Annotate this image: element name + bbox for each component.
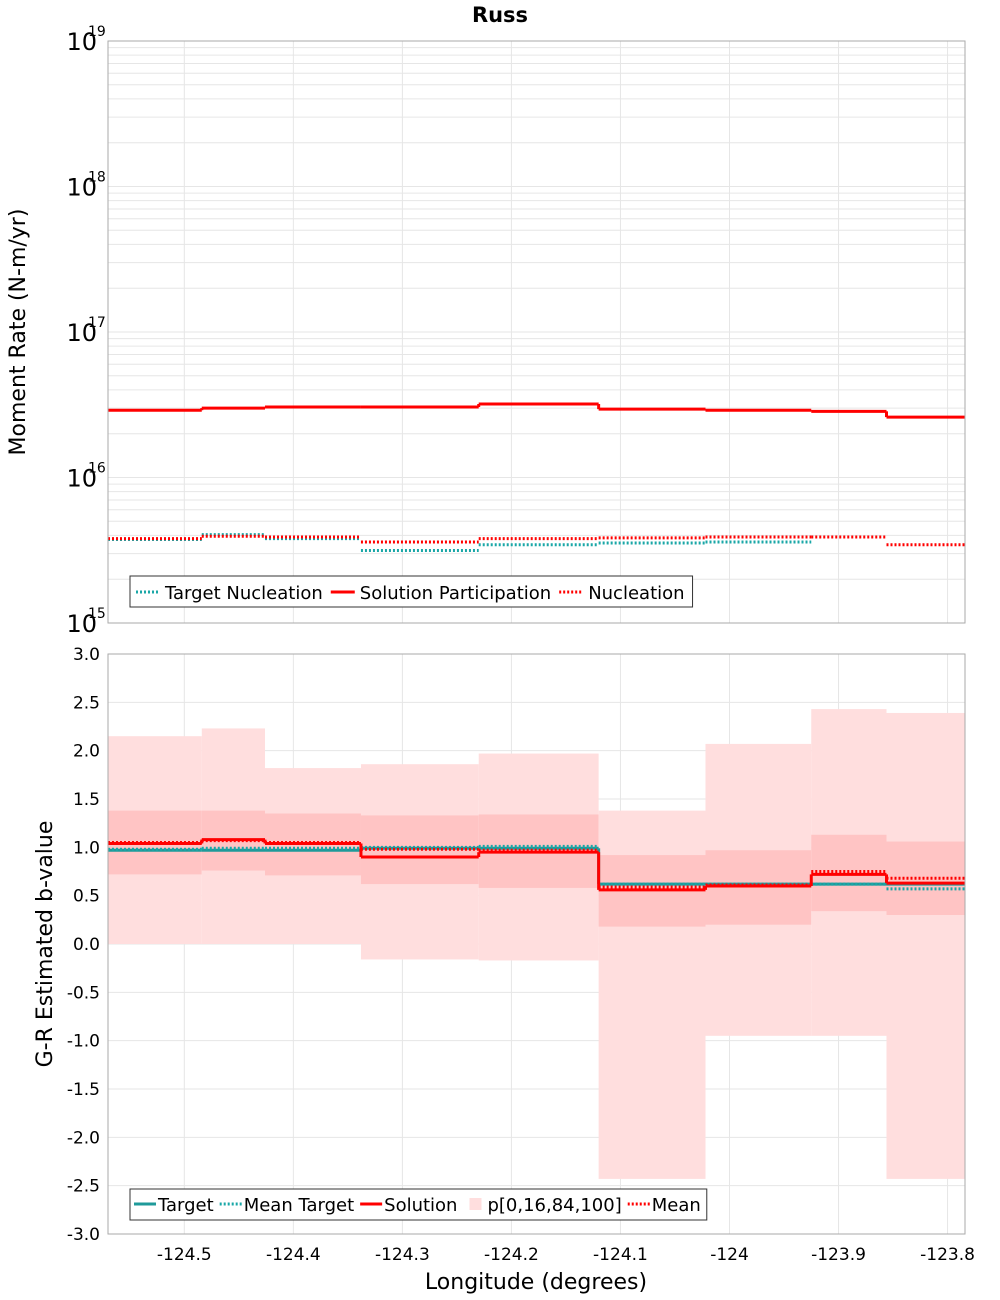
band-p16-p84 [886,841,965,915]
legend-label: p[0,16,84,100] [487,1195,621,1216]
y-tick-label: 1.5 [73,790,100,810]
legend-label: Target [157,1195,214,1216]
y-tick-label: 10 [66,465,97,493]
legend-label: Nucleation [588,583,684,604]
moment-rate-series [108,402,965,552]
y-tick-label: 2.5 [73,693,100,713]
y-tick-label-exponent: 17 [88,315,106,331]
b-value-series [108,838,965,892]
y-tick-label: 0.5 [73,887,100,907]
y-tick-label: 10 [66,28,97,56]
y-tick-label: -1.5 [67,1080,100,1100]
x-tick-label: -123.8 [920,1245,975,1265]
b-value-percentile-bands [108,709,965,1179]
legend-box [129,1188,708,1221]
legend-label: Solution [384,1195,457,1216]
series-mean [108,839,965,889]
series-target-nucleation [108,533,812,552]
b-value-x-ticks: -124.5 -124.4 -124.3 -124.2 -124.1 -124 -123.9… [157,1245,975,1265]
legend-box [129,575,694,608]
y-tick-label: -2.0 [67,1128,100,1148]
moment-rate-y-axis-label: Moment Rate (N-m/yr) [6,209,31,456]
y-tick-label: 3.0 [73,645,100,665]
b-value-legend: Target Mean Target Solution p[0,16,84,100] M… [129,1188,708,1221]
legend-label: Mean [652,1195,701,1216]
y-tick-label: 0.0 [73,935,100,955]
y-tick-label-exponent: 19 [88,24,106,40]
y-tick-label: 10 [66,174,97,202]
x-tick-label: -124 [710,1245,749,1265]
moment-rate-plot-frame [107,40,966,624]
x-tick-label: -124.5 [157,1245,212,1265]
x-tick-label: -124.2 [484,1245,539,1265]
x-tick-label: -124.1 [593,1245,648,1265]
b-value-y-ticks: -3.0 -2.5 -2.0 -1.5 -1.0 -0.5 0.0 0.5 1.0 1.5 2.0 2… [67,645,100,1245]
x-tick-label: -123.9 [811,1245,866,1265]
b-value-y-axis-label: G-R Estimated b-value [33,821,58,1068]
y-tick-label-exponent: 15 [88,606,106,622]
legend-swatch-band [469,1198,482,1210]
y-tick-label: 10 [66,319,97,347]
b-value-panel: -3.0 -2.5 -2.0 -1.5 -1.0 -0.5 0.0 0.5 1.0 1.5 2.0 2… [33,645,975,1295]
legend-label: Mean Target [244,1195,354,1216]
y-tick-label: -1.0 [67,1032,100,1052]
x-axis-label: Longitude (degrees) [425,1270,647,1295]
band-p0-p100 [886,712,965,1179]
legend-label: Target Nucleation [164,583,323,604]
series-solution-participation [108,402,965,419]
y-tick-label: -0.5 [67,983,100,1003]
y-tick-label: 10 [66,610,97,638]
y-tick-label-exponent: 18 [88,170,106,186]
y-tick-label-exponent: 16 [88,461,106,477]
moment-rate-legend: Target Nucleation Solution Participation N… [129,575,694,608]
series-nucleation [108,534,965,547]
b-value-plot-frame [107,653,966,1235]
y-tick-label: -2.5 [67,1177,100,1197]
y-tick-label: -3.0 [67,1225,100,1245]
legend-label: Solution Participation [360,583,551,604]
x-tick-label: -124.3 [375,1245,430,1265]
y-tick-label: 2.0 [73,742,100,762]
x-tick-label: -124.4 [266,1245,321,1265]
y-tick-label: 1.0 [73,838,100,858]
chart-title: Russ [472,3,528,27]
